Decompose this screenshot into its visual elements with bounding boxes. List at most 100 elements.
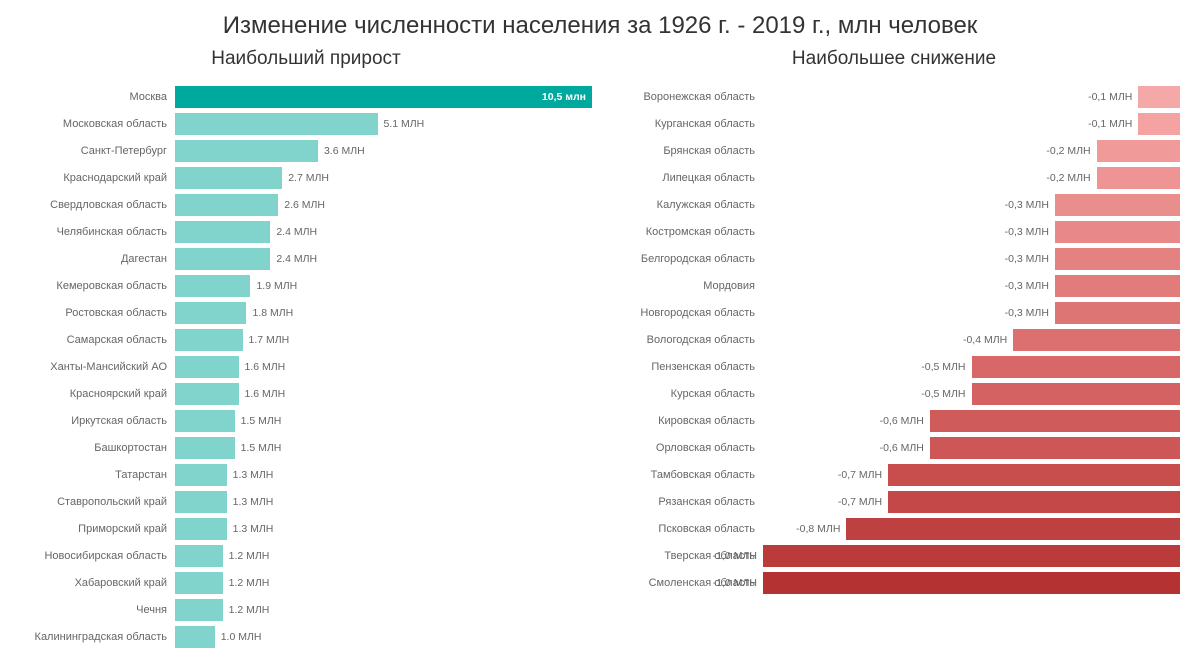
bar-track: 1.6 МЛН [175,356,592,378]
chart-row: Чечня1.2 МЛН [20,597,592,623]
row-label: Башкортостан [20,442,175,454]
chart-row: Рязанская область-0,7 МЛН [608,489,1180,515]
bar-value: 2.4 МЛН [276,253,317,265]
chart-row: Пензенская область -0,5 МЛН [608,354,1180,380]
row-label: Орловская область [608,442,763,454]
bar [175,356,239,378]
bar-value: 2.7 МЛН [288,172,329,184]
bar [763,572,1180,594]
bar [763,545,1180,567]
chart-row: Липецкая область-0,2 МЛН [608,165,1180,191]
bar-value: -0,4 МЛН [963,334,1007,346]
bar-value: 10,5 млн [542,91,586,103]
bar-value: -1,0 МЛН [713,577,757,589]
chart-row: Кемеровская область 1.9 МЛН [20,273,592,299]
chart-row: Калужская область-0,3 МЛН [608,192,1180,218]
left-chart-rows: Москва10,5 млн Московская область 5.1 МЛН С… [20,84,592,650]
bar-track: -1,0 МЛН [763,572,1180,594]
bar-value: 5.1 МЛН [384,118,425,130]
bar [1055,248,1180,270]
bar [930,437,1180,459]
bar [972,383,1181,405]
bar [175,491,227,513]
chart-row: Ростовская область1.8 МЛН [20,300,592,326]
bar [175,410,235,432]
bar [930,410,1180,432]
row-label: Псковская область [608,523,763,535]
chart-row: Москва10,5 млн [20,84,592,110]
bar [1097,167,1180,189]
chart-row: Свердловская область2.6 МЛН [20,192,592,218]
bar-value: -0,6 МЛН [880,442,924,454]
bar [175,545,223,567]
bar-value: 1.5 МЛН [241,415,282,427]
bar-value: 1.2 МЛН [229,550,270,562]
bar [175,302,246,324]
bar-value: 1.3 МЛН [233,469,274,481]
row-label: Белгородская область [608,253,763,265]
row-label: Самарская область [20,334,175,346]
left-chart-subtitle: Наибольший прирост [20,48,592,70]
row-label: Московская область [20,118,175,130]
bar [972,356,1181,378]
chart-row: Татарстан 1.3 МЛН [20,462,592,488]
chart-row: Челябинская область2.4 МЛН [20,219,592,245]
bar-value: 1.9 МЛН [256,280,297,292]
row-label: Калужская область [608,199,763,211]
row-label: Татарстан [20,469,175,481]
bar-track: 1.2 МЛН [175,572,592,594]
chart-row: Калининградская область1.0 МЛН [20,624,592,650]
chart-row: Кировская область-0,6 МЛН [608,408,1180,434]
bar-value: -0,7 МЛН [838,469,882,481]
chart-row: Курская область-0,5 МЛН [608,381,1180,407]
bar-track: 2.4 МЛН [175,221,592,243]
row-label: Санкт-Петербург [20,145,175,157]
bar-value: -0,7 МЛН [838,496,882,508]
row-label: Кировская область [608,415,763,427]
row-label: Кемеровская область [20,280,175,292]
bar-track: -0,2 МЛН [763,167,1180,189]
chart-title: Изменение численности населения за 1926 … [0,0,1200,48]
bar [846,518,1180,540]
bar [1055,302,1180,324]
row-label: Мордовия [608,280,763,292]
bar [1055,221,1180,243]
bar-value: 1.6 МЛН [245,388,286,400]
bar-track: 1.2 МЛН [175,599,592,621]
bar-track: 5.1 МЛН [175,113,592,135]
row-label: Свердловская область [20,199,175,211]
chart-row: Мордовия-0,3 МЛН [608,273,1180,299]
bar-track: 2.4 МЛН [175,248,592,270]
bar-track: 1.9 МЛН [175,275,592,297]
bar-track: -0,8 МЛН [763,518,1180,540]
row-label: Курганская область [608,118,763,130]
bar-value: -0,5 МЛН [921,361,965,373]
bar-value: 1.7 МЛН [249,334,290,346]
bar [1055,194,1180,216]
bar-track: 2.6 МЛН [175,194,592,216]
row-label: Красноярский край [20,388,175,400]
chart-row: Приморский край1.3 МЛН [20,516,592,542]
bar-value: 2.4 МЛН [276,226,317,238]
bar-track: 2.7 МЛН [175,167,592,189]
row-label: Дагестан [20,253,175,265]
bar-track: 1.5 МЛН [175,410,592,432]
bar [175,275,250,297]
bar [1138,86,1180,108]
chart-row: Красноярский край 1.6 МЛН [20,381,592,407]
row-label: Пензенская область [608,361,763,373]
chart-row: Самарская область 1.7 МЛН [20,327,592,353]
row-label: Тамбовская область [608,469,763,481]
chart-row: Брянская область-0,2 МЛН [608,138,1180,164]
bar [175,140,318,162]
right-chart-rows: Воронежская область-0,1 МЛНКурганская об… [608,84,1180,596]
row-label: Курская область [608,388,763,400]
bar [175,329,243,351]
bar-value: -0,1 МЛН [1088,91,1132,103]
bar-track: -0,3 МЛН [763,248,1180,270]
bar-track: -0,6 МЛН [763,410,1180,432]
bar-track: 1.5 МЛН [175,437,592,459]
bar-value: -0,3 МЛН [1005,307,1049,319]
right-chart-subtitle: Наибольшее снижение [608,48,1180,70]
bar-track: -0,5 МЛН [763,383,1180,405]
